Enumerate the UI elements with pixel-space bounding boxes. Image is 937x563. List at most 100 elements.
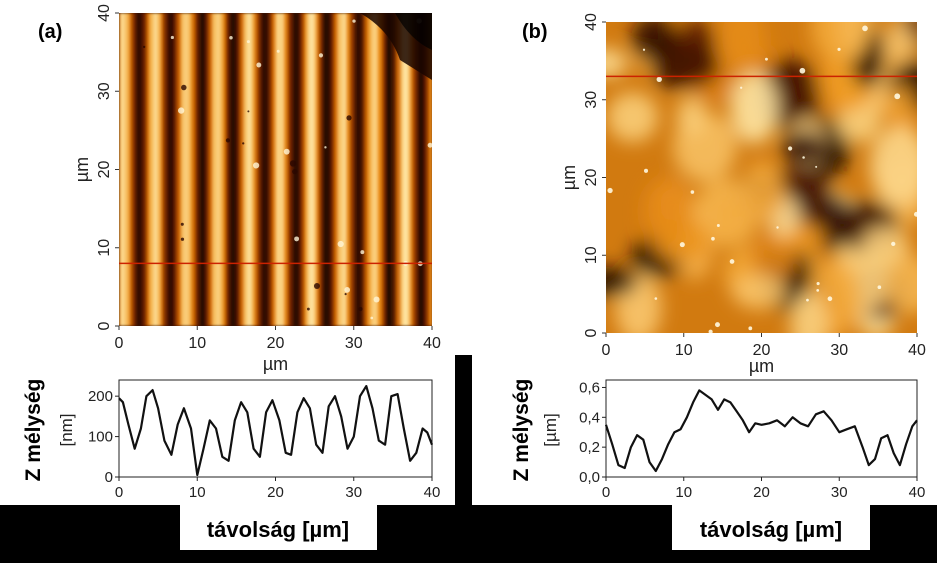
heatmap-a-cell [189, 13, 192, 326]
heatmap-a-cell [363, 13, 367, 326]
x-tick-label: 20 [753, 342, 771, 359]
heatmap-a-cell [183, 13, 187, 326]
heatmap-a-cell [154, 13, 157, 326]
heatmap-a-cell [287, 13, 290, 326]
heatmap-a-cell [248, 13, 251, 326]
heatmap-a-cell [426, 13, 429, 326]
heatmap-b-speck [816, 288, 820, 292]
heatmap-b-blob [790, 292, 828, 333]
heatmap-a-cell [185, 13, 189, 326]
heatmap-a-cell [169, 13, 173, 326]
heatmap-a-cell [267, 13, 271, 326]
heatmap-a-cell [424, 13, 427, 326]
heatmap-b-speck [806, 298, 809, 302]
heatmap-b-speck [607, 187, 613, 194]
profile-series-line [118, 385, 434, 477]
heatmap-a-cell [156, 13, 159, 326]
heatmap-a-cell [334, 13, 337, 326]
heatmap-a-cell [308, 13, 312, 326]
heatmap-a-cell [165, 13, 169, 326]
x-tick-label: 30 [830, 342, 848, 359]
heatmap-a-cell [136, 13, 140, 326]
heatmap-b-speck [827, 296, 833, 302]
y-tick-label: 40 [96, 4, 113, 22]
heatmap-a-speck [242, 142, 245, 145]
heatmap-b-blob [869, 126, 917, 206]
x-tick-label: 40 [423, 335, 441, 352]
heatmap-b-blob [781, 130, 826, 165]
heatmap-b-blob [676, 97, 706, 136]
heatmap-a-cell [236, 13, 239, 326]
heatmap-a-cell [142, 13, 146, 326]
y-tick-label: 0,6 [579, 379, 600, 396]
heatmap-a-cell [132, 13, 136, 326]
heatmap-b-blob [886, 29, 917, 60]
heatmap-a-cell [300, 13, 304, 326]
heatmap-b-blob [718, 195, 745, 239]
heatmap-b-speck [656, 76, 662, 83]
heatmap-a-cell [205, 13, 208, 326]
y-axis-label: µm [559, 165, 579, 190]
panel-label-a: (a) [38, 21, 62, 43]
heatmap-a-cell [201, 13, 204, 326]
heatmap-a-cell [369, 13, 372, 326]
heatmap-a-cell [181, 13, 185, 326]
heatmap-b-speck [815, 165, 818, 168]
profile-a-ylabel: Z mélység [22, 379, 45, 482]
heatmap-a-cell [383, 13, 386, 326]
heatmap-a-cell [177, 13, 181, 326]
heatmap-a-cell [275, 13, 279, 326]
heatmap-a-cell [342, 13, 345, 326]
heatmap-a-speck [344, 286, 351, 293]
heatmap-b-blob [741, 160, 785, 222]
profile-b-ylabel: Z mélység [510, 379, 533, 482]
heatmap-a-cell [371, 13, 374, 326]
heatmap-b-blob [732, 274, 787, 309]
heatmap-a-cell [138, 13, 142, 326]
x-tick-label: 30 [345, 335, 363, 352]
heatmap-a-cell [193, 13, 196, 326]
heatmap-a-cell [226, 13, 230, 326]
heatmap-a-cell [430, 13, 432, 326]
heatmap-a-cell [163, 13, 167, 326]
heatmap-a-cell [228, 13, 232, 326]
heatmap-a-cell [336, 13, 339, 326]
heatmap-b-speck [776, 226, 779, 229]
heatmap-a-cell [271, 13, 275, 326]
heatmap-a-cell [120, 13, 124, 326]
heatmap-a-speck [324, 146, 327, 149]
heatmap-a-cell [412, 13, 415, 326]
heatmap-a-cell [134, 13, 138, 326]
profile-plot-b: 0 10 20 30 40 0,0 0,2 0,4 0,6 [579, 379, 925, 501]
heatmap-a-cell [291, 13, 294, 326]
heatmap-a-cell [422, 13, 425, 326]
heatmap-b-speck [716, 224, 720, 228]
heatmap-a-cell [416, 13, 419, 326]
heatmap-b-blob [716, 22, 765, 71]
heatmap-a-cell [338, 13, 341, 326]
y-tick-label: 30 [96, 82, 113, 100]
heatmap-a-cell [351, 13, 355, 326]
heatmap-a-cell [218, 13, 222, 326]
heatmap-a-speck [337, 240, 344, 248]
x-tick-label: 30 [345, 484, 362, 501]
heatmap-a-cell [418, 13, 421, 326]
heatmap-b-speck [765, 57, 768, 61]
heatmap-b-blob [837, 22, 867, 56]
heatmap-b-speck [679, 242, 685, 248]
heatmap-a-speck [306, 307, 310, 311]
heatmap-a-cell [216, 13, 220, 326]
y-tick-label: 0 [583, 328, 600, 337]
heatmap-a-cell [404, 13, 408, 326]
heatmap-b-speck [816, 282, 820, 286]
heatmap-a-cell [242, 13, 245, 326]
x-tick-label: 0 [602, 342, 611, 359]
x-tick-label: 40 [424, 484, 441, 501]
heatmap-a-speck [289, 160, 297, 167]
profile-a-xlabel: távolság [µm] [207, 517, 349, 542]
heatmap-a-speck [253, 162, 260, 169]
heatmap-a-cell [160, 13, 163, 326]
heatmap-a-cell [203, 13, 206, 326]
heatmap-a-cell [377, 13, 380, 326]
heatmap-a-cell [410, 13, 414, 326]
